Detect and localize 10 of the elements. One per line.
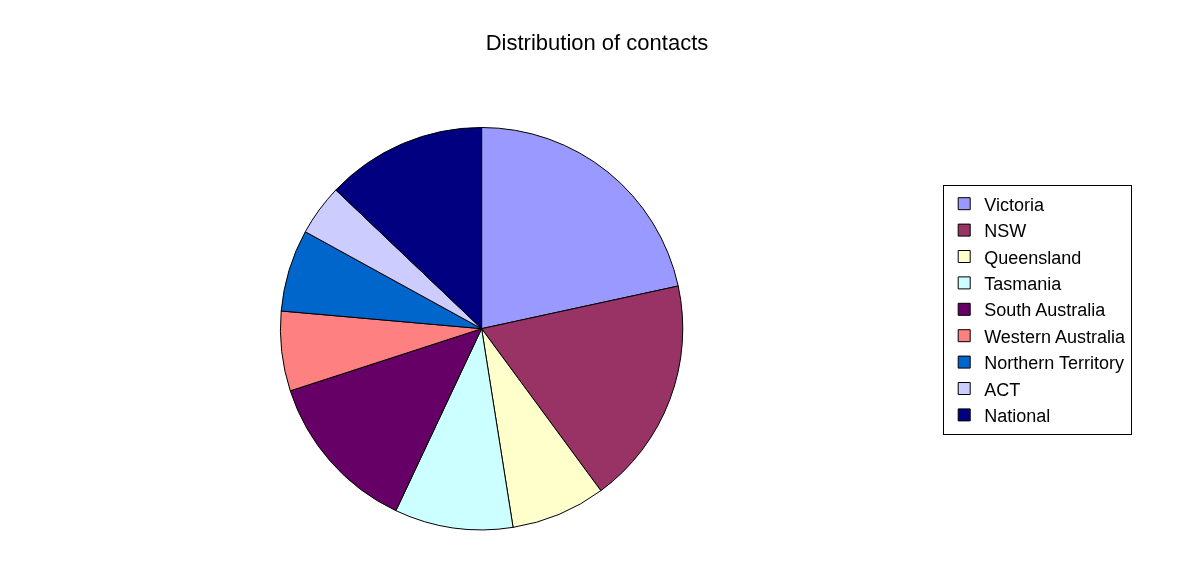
legend-label: Victoria <box>984 194 1045 215</box>
legend-label: Queensland <box>984 247 1082 268</box>
legend-label: Tasmania <box>984 273 1063 294</box>
legend-label: Northern Territory <box>984 353 1124 374</box>
chart-title: Distribution of contacts <box>485 29 709 55</box>
legend-label: NSW <box>984 221 1027 242</box>
legend-label: Western Australia <box>984 326 1126 347</box>
legend-label: South Australia <box>984 300 1107 321</box>
legend-label: ACT <box>984 379 1021 400</box>
legend-label: National <box>984 405 1051 426</box>
